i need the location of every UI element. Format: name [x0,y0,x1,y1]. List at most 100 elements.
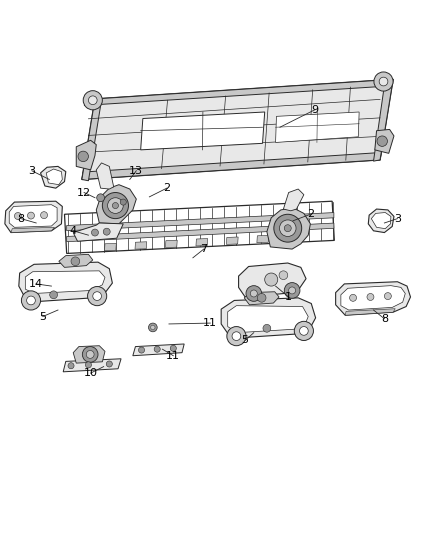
Polygon shape [41,166,66,188]
Circle shape [49,291,57,298]
Polygon shape [46,169,62,184]
Text: 3: 3 [394,214,401,224]
Polygon shape [336,282,410,315]
Text: 9: 9 [311,105,318,115]
Polygon shape [5,201,62,232]
Text: 11: 11 [166,351,180,361]
Circle shape [92,229,99,236]
Circle shape [82,346,98,362]
Polygon shape [25,271,105,294]
Text: 4: 4 [70,226,77,236]
Polygon shape [276,112,359,142]
Circle shape [14,213,21,220]
Circle shape [379,77,388,86]
Polygon shape [135,242,147,249]
Circle shape [246,286,261,301]
Polygon shape [76,140,96,170]
Circle shape [83,91,102,110]
Polygon shape [196,239,208,246]
Circle shape [265,273,278,286]
Polygon shape [374,79,393,161]
Circle shape [367,294,374,301]
Circle shape [289,287,296,294]
Circle shape [93,292,102,301]
Polygon shape [244,292,279,305]
Polygon shape [226,237,238,244]
Circle shape [41,212,47,219]
Circle shape [350,294,357,301]
Circle shape [227,327,246,346]
Polygon shape [96,184,136,224]
Polygon shape [82,79,393,180]
Polygon shape [287,234,299,241]
Circle shape [374,72,393,91]
Polygon shape [105,244,116,251]
Polygon shape [63,359,121,372]
Circle shape [106,361,113,367]
Text: 5: 5 [39,312,46,321]
Polygon shape [283,189,304,211]
Circle shape [154,346,160,352]
Polygon shape [64,201,334,254]
Circle shape [88,96,97,104]
Polygon shape [9,205,57,228]
Polygon shape [59,254,93,268]
Circle shape [251,290,257,297]
Polygon shape [371,213,391,229]
Circle shape [21,291,41,310]
Circle shape [232,332,241,341]
Circle shape [103,228,110,235]
Text: 2: 2 [163,183,170,193]
Circle shape [294,321,314,341]
Text: 11: 11 [203,318,217,328]
Circle shape [385,293,391,300]
Circle shape [274,214,302,242]
Text: 10: 10 [84,368,98,378]
Circle shape [279,271,288,279]
Circle shape [120,199,126,205]
Text: 14: 14 [29,279,43,289]
Text: 2: 2 [307,209,314,219]
Circle shape [138,347,145,353]
Circle shape [113,203,118,208]
Text: 13: 13 [129,166,143,176]
Polygon shape [67,213,334,231]
Polygon shape [82,152,381,180]
Circle shape [279,220,296,237]
Polygon shape [96,163,114,189]
Polygon shape [345,309,395,315]
Polygon shape [73,223,123,241]
Polygon shape [239,263,306,297]
Circle shape [108,198,123,213]
Circle shape [284,282,300,298]
Text: 3: 3 [28,166,35,176]
Circle shape [284,225,291,232]
Polygon shape [82,99,102,181]
Polygon shape [368,209,394,232]
Circle shape [151,325,155,329]
Polygon shape [84,79,393,106]
Circle shape [27,296,35,305]
Polygon shape [257,236,268,243]
Circle shape [97,194,105,201]
Circle shape [85,362,92,368]
Circle shape [148,323,157,332]
Circle shape [263,325,271,332]
Polygon shape [11,228,54,232]
Circle shape [88,287,107,305]
Circle shape [68,362,74,369]
Circle shape [28,212,35,219]
Text: 8: 8 [381,314,388,324]
Circle shape [257,294,266,302]
Text: 7: 7 [200,244,207,254]
Polygon shape [141,112,265,150]
Polygon shape [166,240,177,247]
Circle shape [71,257,80,265]
Circle shape [377,136,388,147]
Polygon shape [267,208,311,249]
Text: 1: 1 [285,292,292,302]
Text: 5: 5 [242,335,249,345]
Polygon shape [19,262,113,302]
Circle shape [170,345,177,351]
Polygon shape [341,286,405,310]
